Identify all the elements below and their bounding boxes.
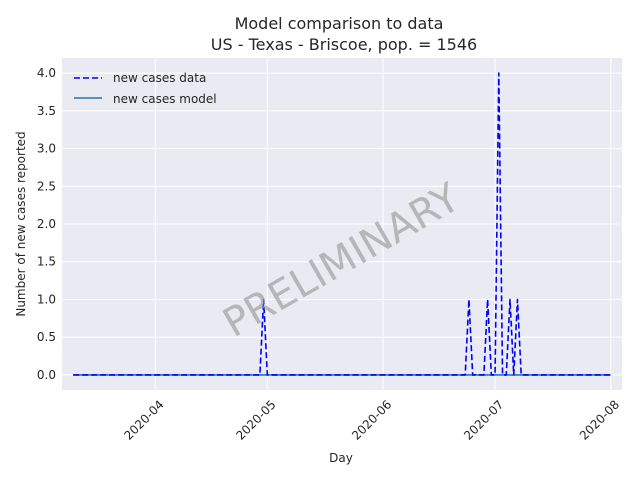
x-ticks: 2020-04 2020-05 2020-06 2020-07 2020-08 (121, 397, 622, 442)
x-tick-label: 2020-04 (121, 397, 166, 442)
y-tick-label: 2.0 (37, 217, 56, 231)
y-tick-label: 0.0 (37, 368, 56, 382)
y-tick-label: 3.5 (37, 104, 56, 118)
chart-subtitle: US - Texas - Briscoe, pop. = 1546 (211, 35, 477, 54)
x-tick-label: 2020-07 (461, 397, 506, 442)
y-tick-label: 1.0 (37, 292, 56, 306)
legend-label-model: new cases model (113, 92, 217, 106)
y-axis-label: Number of new cases reported (14, 131, 28, 316)
y-ticks: 0.0 0.5 1.0 1.5 2.0 2.5 3.0 3.5 4.0 (37, 66, 56, 382)
legend: new cases data new cases model (74, 71, 217, 106)
y-tick-label: 4.0 (37, 66, 56, 80)
chart-title: Model comparison to data (235, 14, 444, 33)
x-tick-label: 2020-05 (233, 397, 278, 442)
series-line-new-cases-data (73, 72, 611, 376)
series-layer (73, 72, 611, 376)
legend-label-data: new cases data (113, 71, 206, 85)
x-axis-label: Day (329, 451, 353, 465)
y-tick-label: 2.5 (37, 179, 56, 193)
y-tick-label: 3.0 (37, 142, 56, 156)
x-tick-label: 2020-08 (577, 397, 622, 442)
y-tick-label: 1.5 (37, 255, 56, 269)
y-tick-label: 0.5 (37, 330, 56, 344)
x-tick-label: 2020-06 (349, 397, 394, 442)
grid (62, 58, 622, 390)
